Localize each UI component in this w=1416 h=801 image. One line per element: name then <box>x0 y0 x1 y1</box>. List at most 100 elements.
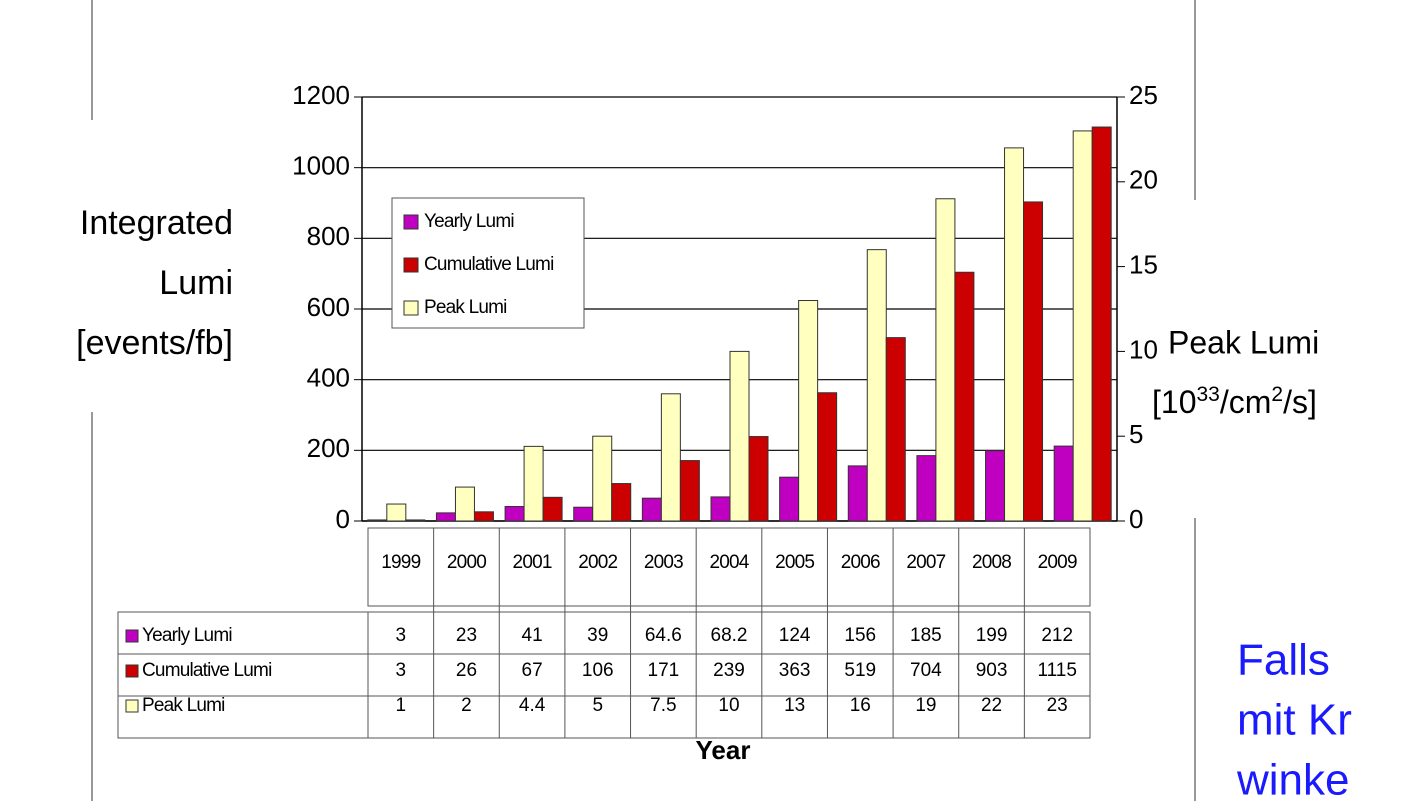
x-tick-label: 2005 <box>775 552 814 573</box>
x-tick-label: 1999 <box>381 552 420 573</box>
y2-tick-label: 0 <box>1129 504 1143 534</box>
annotation: mit Kr <box>1237 696 1352 745</box>
annotation: Falls <box>1237 636 1330 685</box>
y-tick-label: 1000 <box>292 151 350 181</box>
y2-axis-label-part: /cm <box>1220 384 1272 420</box>
table-cell: 199 <box>976 625 1008 646</box>
table-cell: 185 <box>910 625 942 646</box>
table-cell: 22 <box>981 695 1002 716</box>
table-cell: 704 <box>910 660 942 681</box>
y2-tick-label: 20 <box>1129 165 1158 195</box>
y2-tick-label: 5 <box>1129 419 1143 449</box>
y2-axis-label: [1033/cm2/s] <box>1152 383 1317 421</box>
y-axis-label: [events/fb] <box>76 324 233 362</box>
table-body <box>117 611 1091 739</box>
table-row-label: Cumulative Lumi <box>142 660 272 681</box>
x-axis-label: Year <box>696 735 751 765</box>
table-row-label: Yearly Lumi <box>142 625 232 646</box>
bar <box>641 497 662 522</box>
bar <box>386 503 407 522</box>
x-tick-label: 2002 <box>578 552 617 573</box>
legend <box>391 197 585 329</box>
y2-axis-label: Peak Lumi <box>1168 324 1319 360</box>
x-tick-label: 2008 <box>972 552 1011 573</box>
table-cell: 13 <box>784 695 805 716</box>
table-header <box>367 527 1091 607</box>
y-tick-label: 1200 <box>292 80 350 110</box>
label-box <box>0 120 255 412</box>
table-cell: 23 <box>1047 695 1068 716</box>
y-tick-label: 800 <box>307 221 350 251</box>
bar <box>817 392 838 522</box>
legend-label: Peak Lumi <box>424 297 507 318</box>
y-axis-label: Lumi <box>159 264 233 302</box>
bar <box>779 476 800 522</box>
x-tick-label: 2000 <box>447 552 486 573</box>
table-cell: 1 <box>396 695 407 716</box>
bar <box>454 486 475 522</box>
x-tick-label: 2003 <box>644 552 683 573</box>
bar <box>1072 130 1093 522</box>
table-cell: 3 <box>396 625 407 646</box>
legend-swatch <box>403 300 419 316</box>
bar <box>710 496 731 522</box>
table-cell: 4.4 <box>519 695 546 716</box>
table-cell: 363 <box>779 660 811 681</box>
x-tick-label: 2006 <box>841 552 880 573</box>
bar <box>504 506 525 522</box>
table-row-label: Peak Lumi <box>142 695 225 716</box>
table-cell: 2 <box>461 695 472 716</box>
legend-swatch <box>403 257 419 273</box>
bar <box>367 519 388 522</box>
table-swatch <box>125 629 139 643</box>
bar <box>729 350 750 522</box>
table-cell: 171 <box>648 660 680 681</box>
y2-tick-label: 10 <box>1129 334 1158 364</box>
table-cell: 26 <box>456 660 477 681</box>
table-cell: 41 <box>522 625 543 646</box>
y2-axis-label-part: [10 <box>1152 384 1196 420</box>
table-cell: 64.6 <box>645 625 682 646</box>
x-tick-label: 2009 <box>1038 552 1077 573</box>
table-cell: 39 <box>587 625 608 646</box>
bar <box>473 511 494 522</box>
legend-label: Cumulative Lumi <box>424 254 554 275</box>
bar <box>748 436 769 522</box>
table-cell: 903 <box>976 660 1008 681</box>
annotation: winke <box>1236 756 1350 801</box>
table-cell: 16 <box>850 695 871 716</box>
table-cell: 106 <box>582 660 614 681</box>
bar <box>847 465 868 522</box>
bar <box>542 496 563 522</box>
y2-axis-label-part: 2 <box>1271 383 1283 406</box>
bar <box>954 271 975 522</box>
bar <box>611 483 632 522</box>
table-cell: 3 <box>396 660 407 681</box>
table-cell: 212 <box>1041 625 1073 646</box>
table-cell: 124 <box>779 625 811 646</box>
bar <box>985 450 1006 522</box>
bar <box>866 249 887 522</box>
bar <box>592 435 613 522</box>
bar <box>679 460 700 522</box>
bar <box>660 393 681 522</box>
x-tick-label: 2007 <box>906 552 945 573</box>
table-cell: 7.5 <box>650 695 676 716</box>
table-cell: 239 <box>713 660 745 681</box>
y-tick-label: 0 <box>336 504 350 534</box>
legend-swatch <box>403 214 419 230</box>
y-tick-label: 400 <box>307 363 350 393</box>
label-box <box>1135 200 1416 518</box>
bar <box>885 337 906 522</box>
bar <box>523 445 544 522</box>
table-cell: 10 <box>718 695 739 716</box>
y-tick-label: 600 <box>307 292 350 322</box>
table-cell: 1115 <box>1037 660 1076 681</box>
table-cell: 23 <box>456 625 477 646</box>
table-cell: 19 <box>915 695 936 716</box>
table-cell: 5 <box>592 695 603 716</box>
y-axis-label: Integrated <box>80 204 233 242</box>
table-swatch <box>125 664 139 678</box>
x-tick-label: 2004 <box>709 552 749 573</box>
